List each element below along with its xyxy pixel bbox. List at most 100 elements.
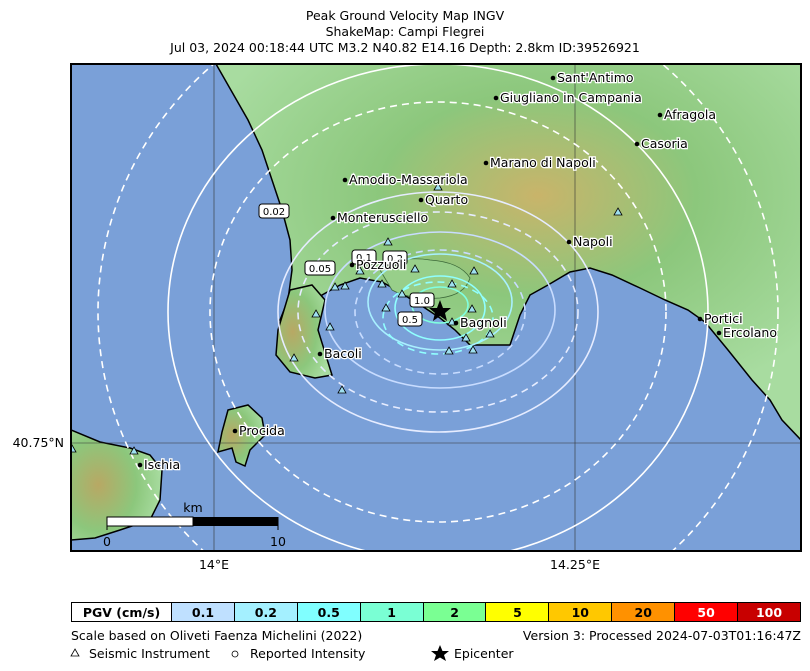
contour-label-1.0: 1.0 [409,292,435,308]
pgv-contour-0.5-dashed [382,281,494,355]
intensity-legend-icon [231,650,239,658]
svg-text:Sant'Antimo: Sant'Antimo [557,70,634,85]
map-title: Peak Ground Velocity Map INGV [305,8,505,23]
place-giugliano: Giugliano in Campania [493,89,643,106]
seismic-instrument-marker [447,279,457,288]
pgv-bin: 5 [485,603,549,621]
svg-text:Casoria: Casoria [641,136,688,151]
svg-text:Pozzuoli: Pozzuoli [356,257,406,272]
svg-text:Quarto: Quarto [425,192,468,207]
svg-text:0.1: 0.1 [356,253,372,264]
pgv-contour-0.2 [367,253,513,351]
procida-island [217,404,266,468]
pgv-contour-0.02 [167,64,709,551]
pgv-bin: 20 [611,603,675,621]
legend-epicenter-label: Epicenter [454,646,514,661]
pgv-bin: 2 [422,603,486,621]
pgv-bin: 0.5 [296,603,360,621]
pgv-scale-header: PGV (cm/s) [72,603,172,621]
place-procida: Procida [232,422,286,439]
svg-text:10: 10 [270,534,286,549]
place-sant-antimo: Sant'Antimo [550,69,635,86]
pgv-contour-0.1 [324,231,556,389]
seismic-instrument-marker [311,309,321,318]
svg-text:0.5: 0.5 [402,315,418,326]
seismic-instrument-marker [613,207,623,216]
svg-text:0.02: 0.02 [263,207,285,218]
place-bacoli: Bacoli [317,345,363,362]
seismic-instrument-marker [433,182,443,191]
seismic-instrument-marker [129,446,139,455]
seismic-instrument-marker [461,333,471,342]
pgv-contour-0.02-outer [97,64,779,551]
pgv-bin: 0.2 [233,603,297,621]
seismic-instrument-marker [289,353,299,362]
contour-label-0.5: 0.5 [397,311,423,327]
svg-text:0.2: 0.2 [387,254,403,265]
seismic-instrument-marker [468,345,478,354]
seismic-instrument-marker [377,279,387,288]
svg-text:Monterusciello: Monterusciello [337,210,428,225]
seismic-instrument-marker [469,266,479,275]
lon-label-14-25: 14.25°E [550,557,600,572]
place-marano: Marano di Napoli [483,154,597,171]
scale-note: Scale based on Oliveti Faenza Michelini … [71,628,363,643]
pgv-bin: 50 [674,603,738,621]
map-frame [70,63,802,552]
svg-text:Ercolano: Ercolano [723,325,777,340]
seismic-instrument-marker [325,322,335,331]
distance-scale: km 0 10 [103,500,286,549]
contour-label-0.02: 0.02 [258,203,290,219]
pgv-contour-0.1-dashed [354,249,526,375]
seismic-instrument-marker [340,281,350,290]
instrument-legend-icon [70,648,80,657]
contour-label-0.1: 0.1 [351,249,377,265]
pgv-scale: PGV (cm/s) 0.1 0.2 0.5 1 2 5 10 20 50 10… [71,602,801,622]
place-amodio: Amodio-Massariola [342,171,469,188]
svg-text:Napoli: Napoli [573,234,613,249]
seismic-instrument-marker [330,282,340,291]
svg-text:Giugliano in Campania: Giugliano in Campania [500,90,642,105]
svg-text:Marano di Napoli: Marano di Napoli [490,155,596,170]
seismic-instrument-marker [467,304,477,313]
pgv-bin: 100 [737,603,800,621]
svg-text:1.0: 1.0 [414,296,430,307]
pgv-bin: 1 [359,603,423,621]
seismic-instrument-marker [355,266,365,275]
seismic-instrument-marker [383,237,393,246]
lat-label: 40.75°N [13,435,64,450]
seismic-instrument-marker [485,329,495,338]
contour-label-0.2: 0.2 [382,250,408,266]
svg-text:Procida: Procida [239,423,285,438]
pgv-contour-0.02-dashed [209,101,667,523]
pgv-contour-0.5 [394,275,486,341]
place-quarto: Quarto [418,191,469,208]
svg-text:Portici: Portici [704,311,743,326]
svg-text:Afragola: Afragola [664,107,716,122]
ischia-island [71,429,163,541]
pgv-contour-0.05-dashed [297,211,579,413]
svg-text:0.05: 0.05 [309,264,331,275]
pgv-bin: 0.1 [171,603,234,621]
svg-text:0: 0 [103,534,111,549]
pgv-contour-0.05 [277,191,599,433]
epicenter-star [429,300,451,321]
seismic-instrument-marker [444,346,454,355]
seismic-instrument-marker [397,289,407,298]
epicenter-legend-icon [431,645,449,661]
seismic-instrument-marker [410,264,420,273]
version-info: Version 3: Processed 2024-07-03T01:16:47… [522,628,801,643]
place-casoria: Casoria [634,135,689,152]
svg-text:Ischia: Ischia [144,457,180,472]
pgv-bin: 10 [548,603,612,621]
place-monterusciello: Monterusciello [330,209,429,226]
svg-text:Amodio-Massariola: Amodio-Massariola [349,172,468,187]
event-info: Jul 03, 2024 00:18:44 UTC M3.2 N40.82 E1… [170,40,640,55]
seismic-instrument-marker [381,303,391,312]
lon-label-14: 14°E [199,557,229,572]
svg-text:km: km [183,500,202,515]
legend-instrument-label: Seismic Instrument [89,646,210,661]
svg-text:Bagnoli: Bagnoli [460,315,507,330]
place-afragola: Afragola [657,106,717,123]
place-ercolano: Ercolano [716,324,778,341]
